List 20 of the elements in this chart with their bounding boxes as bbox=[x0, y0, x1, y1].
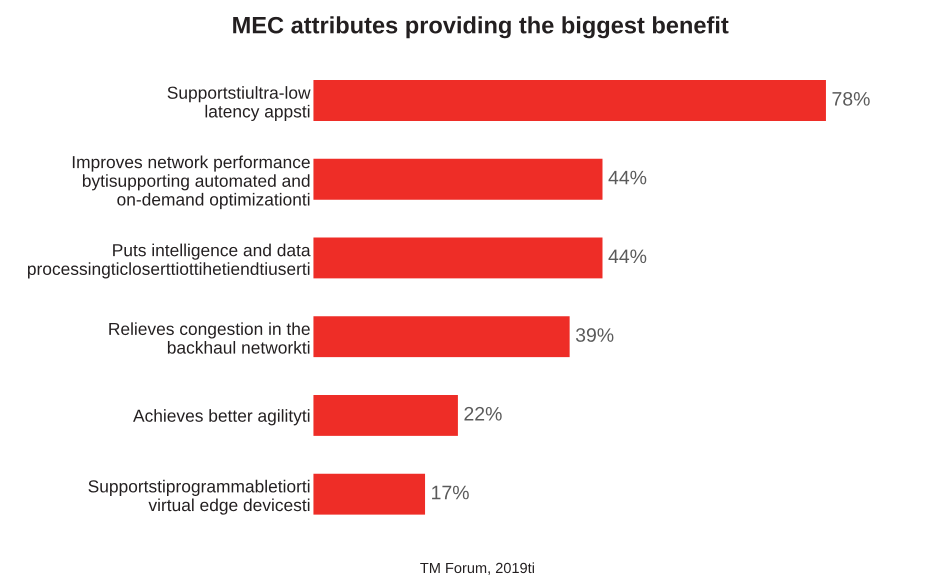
y-tick-label: Improves network performance bytisupporting automated and on-demand optimizationti bbox=[72, 156, 310, 210]
y-tick-label: Puts intelligence and data processingticloserttiottihetiendtiuserti bbox=[28, 244, 311, 278]
y-tick-label: Supportstiprogrammabletiorti virtual edge devicesti bbox=[88, 480, 310, 515]
data-label: 39% bbox=[576, 328, 614, 342]
bar bbox=[313, 474, 426, 515]
bar bbox=[313, 80, 826, 121]
chart-title: MEC attributes providing the biggest benefit bbox=[233, 16, 728, 38]
y-tick-label: Supportstiultra-low latency appsti bbox=[168, 86, 311, 121]
data-label: 17% bbox=[432, 486, 469, 500]
data-label: 44% bbox=[608, 170, 646, 184]
y-tick-label: Relieves congestion in the backhaul networkti bbox=[109, 322, 310, 354]
data-label: 44% bbox=[608, 250, 646, 264]
bar bbox=[313, 394, 458, 436]
bar bbox=[313, 316, 570, 358]
bar bbox=[313, 158, 602, 200]
y-tick-label: Achieves better agilityti bbox=[133, 409, 310, 426]
data-label: 78% bbox=[832, 92, 870, 106]
data-label: 22% bbox=[464, 406, 502, 421]
text: TM Forum, 2019ti bbox=[420, 562, 534, 575]
bar bbox=[313, 237, 602, 278]
